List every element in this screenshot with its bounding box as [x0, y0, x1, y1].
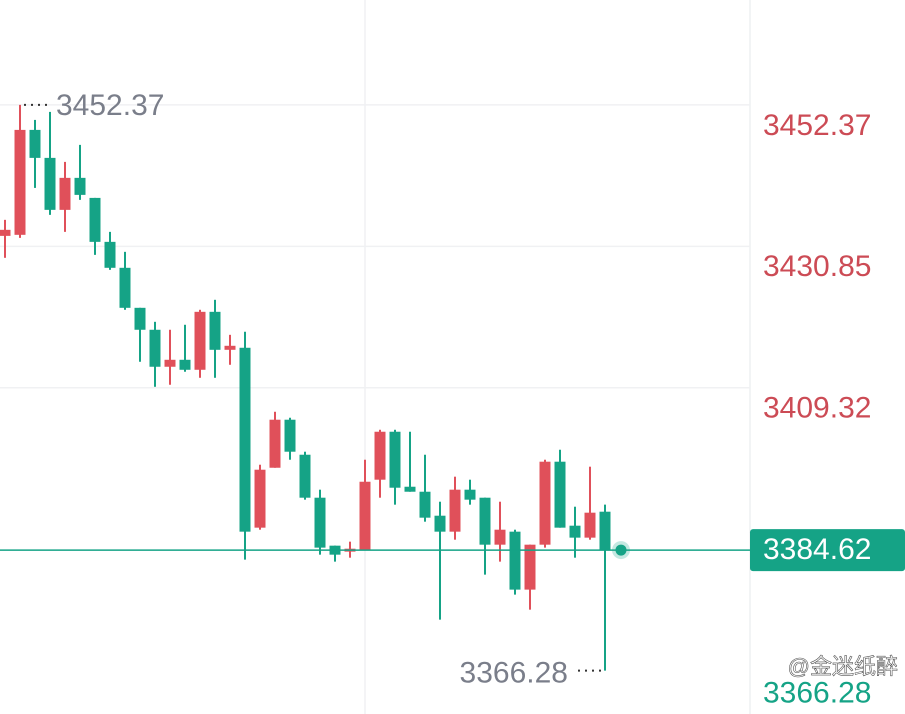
candle-body — [599, 511, 611, 551]
candle-body — [494, 529, 506, 545]
watermark: @金迷纸醉 — [788, 654, 898, 679]
candle-body — [584, 512, 596, 538]
last-price-box — [750, 529, 905, 572]
candle-body — [14, 129, 26, 235]
high-marker-label: 3452.37 — [56, 89, 164, 122]
candle-body — [254, 469, 266, 528]
candle-body — [29, 129, 41, 158]
candle-body — [194, 311, 206, 370]
candle-body — [269, 419, 281, 468]
candle-body — [299, 454, 311, 498]
candle-body — [0, 229, 11, 236]
candle-body — [449, 489, 461, 532]
candle-body — [104, 241, 116, 268]
candle-body — [554, 461, 566, 528]
candle-body — [209, 311, 221, 350]
candle-body — [149, 329, 161, 367]
candle-body — [524, 544, 536, 590]
last-price-dot — [615, 544, 627, 556]
candle-body — [464, 489, 476, 500]
candle-body — [539, 461, 551, 545]
candle-body — [569, 525, 581, 538]
candle-body — [404, 486, 416, 492]
candle-body — [359, 481, 371, 550]
candle-body — [374, 431, 386, 480]
candle-body — [224, 345, 236, 350]
candle-body — [509, 531, 521, 590]
candle-body — [419, 491, 431, 518]
candle-body — [434, 515, 446, 532]
candle-body — [479, 497, 491, 545]
candle-body — [89, 197, 101, 242]
low-axis-label: 3366.28 — [763, 676, 871, 709]
candle-body — [314, 497, 326, 548]
candle-body — [284, 419, 296, 452]
low-marker-label: 3366.28 — [460, 656, 568, 689]
candle-body — [134, 307, 146, 330]
candle-body — [119, 267, 131, 308]
candle-body — [74, 177, 86, 195]
last-price-label: 3384.62 — [763, 533, 871, 566]
candle-body — [44, 157, 56, 210]
candle-body — [239, 347, 251, 532]
candle-body — [59, 177, 71, 210]
y-tick-label: 3452.37 — [763, 109, 871, 142]
candle-body — [389, 431, 401, 488]
y-tick-label: 3409.32 — [763, 392, 871, 425]
candle-body — [164, 359, 176, 367]
candle-body — [179, 359, 191, 370]
y-tick-label: 3430.85 — [763, 250, 871, 283]
